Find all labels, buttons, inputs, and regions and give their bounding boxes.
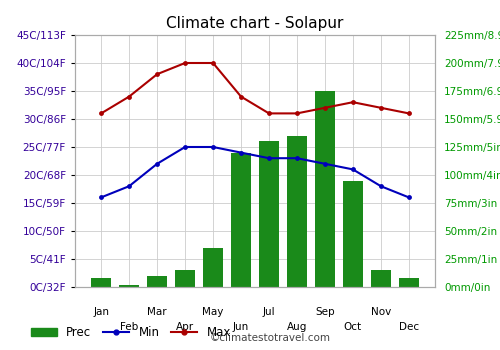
Text: Nov: Nov <box>370 307 391 317</box>
Text: Sep: Sep <box>315 307 334 317</box>
Text: Oct: Oct <box>344 322 362 332</box>
Bar <box>371 270 390 287</box>
Bar <box>176 270 195 287</box>
Bar <box>315 91 334 287</box>
Bar <box>343 181 362 287</box>
Text: Dec: Dec <box>399 322 419 332</box>
Bar <box>204 248 223 287</box>
Bar <box>259 141 279 287</box>
Bar <box>120 285 139 287</box>
Text: Feb: Feb <box>120 322 139 332</box>
Text: Jul: Jul <box>262 307 276 317</box>
Legend: Prec, Min, Max: Prec, Min, Max <box>26 322 236 344</box>
Bar <box>148 276 167 287</box>
Text: Jan: Jan <box>93 307 109 317</box>
Text: Aug: Aug <box>287 322 307 332</box>
Text: Mar: Mar <box>148 307 167 317</box>
Text: May: May <box>202 307 224 317</box>
Bar <box>399 278 418 287</box>
Text: Apr: Apr <box>176 322 194 332</box>
Bar <box>92 278 111 287</box>
Title: Climate chart - Solapur: Climate chart - Solapur <box>166 16 344 31</box>
Text: ©climatestotravel.com: ©climatestotravel.com <box>210 333 331 343</box>
Bar <box>231 153 251 287</box>
Text: Jun: Jun <box>233 322 249 332</box>
Bar <box>287 136 306 287</box>
